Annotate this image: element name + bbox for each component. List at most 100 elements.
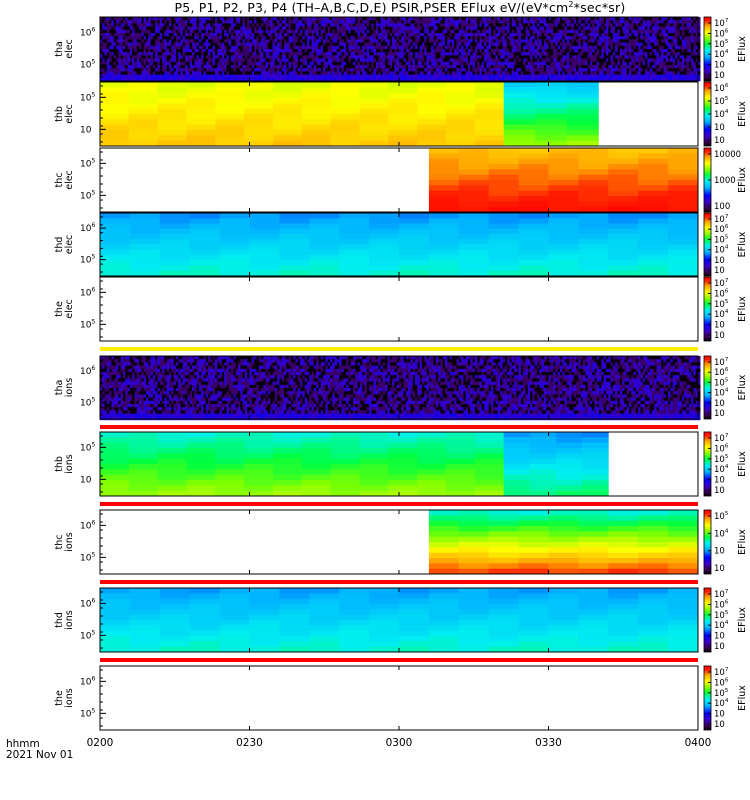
- pixel: [279, 39, 282, 43]
- pixel: [185, 42, 188, 46]
- pixel: [157, 26, 160, 30]
- pixel: [120, 29, 124, 34]
- pixel: [323, 61, 326, 66]
- pixel: [203, 20, 206, 24]
- pixel: [320, 65, 324, 69]
- pixel: [106, 42, 110, 46]
- pixel: [435, 23, 439, 27]
- pixel: [277, 26, 280, 30]
- pixel: [520, 49, 524, 53]
- pixel: [624, 55, 627, 59]
- pixel: [617, 17, 620, 21]
- pixel: [118, 49, 121, 53]
- pixel: [198, 74, 202, 78]
- pixel: [120, 26, 124, 30]
- pixel: [560, 58, 563, 62]
- pixel: [415, 68, 418, 72]
- pixel: [203, 42, 206, 46]
- pixel: [281, 42, 285, 46]
- pixel: [139, 26, 142, 30]
- pixel: [629, 26, 632, 30]
- pixel: [332, 26, 335, 30]
- pixel: [279, 58, 282, 62]
- pixel: [484, 39, 487, 43]
- pixel: [341, 26, 344, 30]
- pixel: [587, 77, 591, 82]
- pixel: [580, 65, 584, 69]
- pixel: [553, 55, 556, 59]
- pixel: [350, 68, 354, 72]
- pixel: [580, 71, 584, 75]
- pixel: [256, 68, 259, 72]
- pixel: [661, 49, 664, 53]
- pixel: [256, 17, 259, 21]
- pixel: [357, 71, 361, 75]
- pixel: [417, 49, 420, 53]
- pixel: [217, 26, 220, 30]
- pixel: [555, 55, 558, 59]
- pixel: [141, 29, 144, 34]
- pixel: [159, 29, 163, 34]
- pixel: [111, 71, 114, 75]
- pixel: [615, 39, 618, 43]
- pixel: [300, 36, 303, 40]
- pixel: [258, 26, 262, 30]
- pixel: [366, 20, 370, 24]
- pixel: [272, 20, 275, 24]
- pixel: [548, 42, 551, 46]
- pixel: [415, 17, 418, 21]
- pixel: [438, 33, 441, 37]
- pixel: [187, 33, 190, 37]
- pixel: [171, 33, 174, 37]
- pixel: [208, 33, 211, 37]
- pixel: [217, 71, 220, 75]
- pixel: [240, 49, 243, 53]
- pixel: [573, 23, 577, 27]
- pixel: [580, 42, 584, 46]
- pixel: [539, 52, 542, 56]
- pixel: [612, 23, 616, 27]
- pixel: [376, 68, 379, 72]
- pixel: [208, 77, 211, 82]
- pixel: [348, 68, 351, 72]
- pixel: [525, 55, 528, 59]
- pixel: [175, 26, 179, 30]
- pixel: [226, 61, 229, 66]
- pixel: [169, 58, 172, 62]
- pixel: [373, 71, 377, 75]
- pixel: [642, 20, 646, 24]
- pixel: [341, 61, 344, 66]
- pixel: [332, 58, 335, 62]
- pixel: [642, 45, 646, 50]
- pixel: [265, 20, 269, 24]
- pixel: [123, 55, 126, 59]
- pixel: [596, 23, 600, 27]
- pixel: [422, 33, 425, 37]
- pixel: [316, 36, 319, 40]
- pixel: [385, 45, 388, 50]
- pixel: [447, 29, 450, 34]
- pixel: [622, 17, 625, 21]
- pixel: [543, 36, 547, 40]
- pixel: [221, 74, 225, 78]
- pixel: [327, 77, 331, 82]
- pixel: [428, 45, 432, 50]
- pixel: [601, 26, 604, 30]
- pixel: [111, 52, 114, 56]
- pixel: [435, 55, 439, 59]
- pixel: [212, 52, 216, 56]
- pixel: [631, 77, 634, 82]
- pixel: [228, 17, 232, 21]
- pixel: [656, 55, 660, 59]
- pixel: [610, 58, 614, 62]
- pixel: [525, 58, 528, 62]
- pixel: [302, 71, 305, 75]
- pixel: [203, 58, 206, 62]
- pixel: [658, 42, 662, 46]
- pixel: [265, 17, 269, 21]
- pixel: [493, 71, 496, 75]
- pixel: [633, 26, 637, 30]
- pixel: [164, 71, 167, 75]
- pixel: [178, 52, 181, 56]
- pixel: [539, 39, 542, 43]
